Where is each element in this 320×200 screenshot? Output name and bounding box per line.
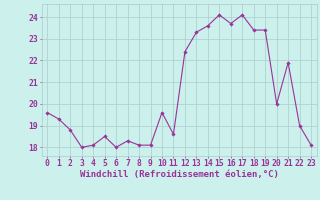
X-axis label: Windchill (Refroidissement éolien,°C): Windchill (Refroidissement éolien,°C) bbox=[80, 170, 279, 179]
